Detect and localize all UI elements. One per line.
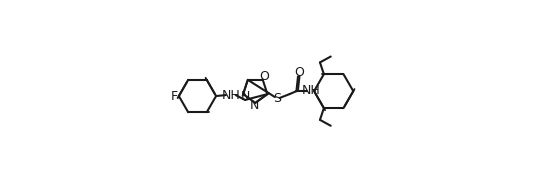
Text: O: O bbox=[259, 70, 268, 83]
Text: S: S bbox=[273, 92, 281, 104]
Text: F: F bbox=[171, 90, 178, 103]
Text: NH: NH bbox=[302, 84, 321, 97]
Text: N: N bbox=[250, 99, 259, 112]
Text: N: N bbox=[240, 90, 250, 103]
Text: O: O bbox=[294, 66, 304, 79]
Text: NH: NH bbox=[222, 89, 240, 102]
